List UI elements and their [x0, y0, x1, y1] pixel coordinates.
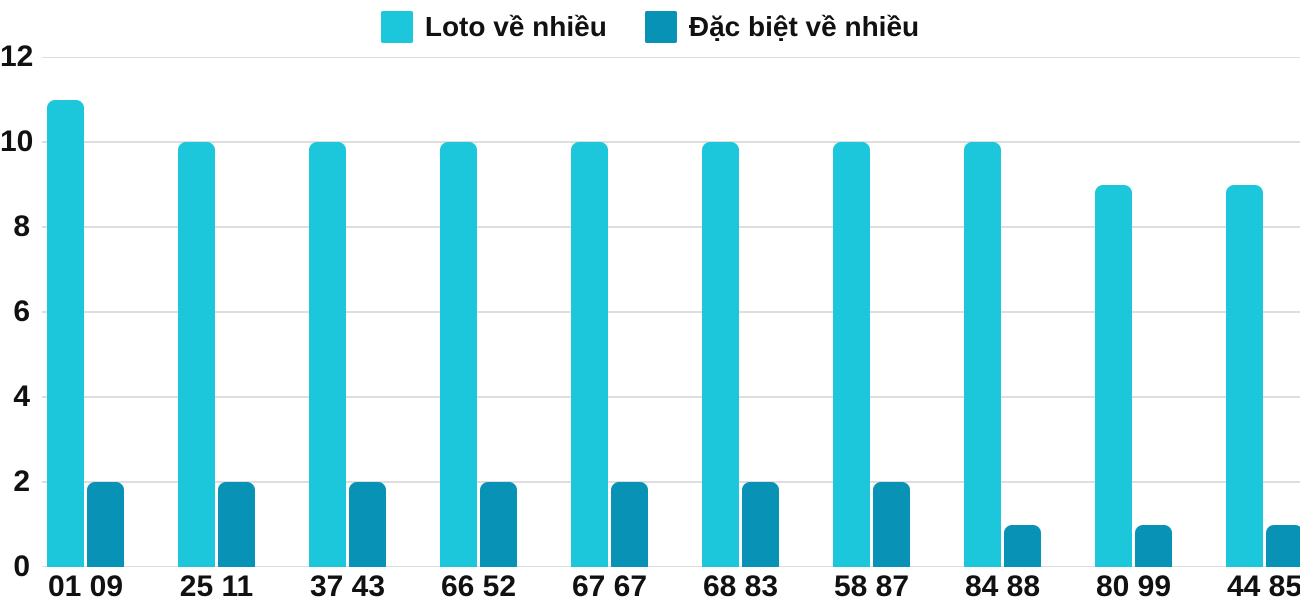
x-axis-label-58-87: 58 87 — [833, 570, 910, 600]
bar-series1-58-87[interactable] — [873, 482, 910, 567]
bar-series0-44-85[interactable] — [1226, 184, 1263, 567]
y-axis-label-2: 2 — [13, 465, 30, 498]
legend-swatch-icon — [644, 11, 677, 43]
bar-series1-84-88[interactable] — [1004, 524, 1041, 567]
y-axis-label-10: 10 — [0, 125, 34, 158]
gridline-y6 — [42, 311, 1300, 313]
legend-label: Loto về nhiều — [424, 11, 607, 42]
bar-series1-37-43[interactable] — [349, 482, 386, 567]
bar-series1-01-09[interactable] — [87, 482, 124, 567]
x-axis-label-44-85: 44 85 — [1226, 570, 1300, 600]
bar-series1-80-99[interactable] — [1135, 524, 1172, 567]
y-axis-label-6: 6 — [13, 295, 30, 328]
x-axis-label-80-99: 80 99 — [1095, 570, 1172, 600]
gridline-y10 — [42, 141, 1300, 143]
legend-item-0[interactable]: Loto về nhiều — [380, 11, 607, 43]
bar-series0-58-87[interactable] — [833, 142, 870, 567]
x-axis-label-37-43: 37 43 — [309, 570, 386, 600]
bar-series1-44-85[interactable] — [1266, 524, 1300, 567]
plot-area — [42, 57, 1300, 567]
x-axis-label-01-09: 01 09 — [47, 570, 124, 600]
bar-series0-84-88[interactable] — [964, 142, 1001, 567]
x-axis-label-66-52: 66 52 — [440, 570, 517, 600]
x-axis-label-67-67: 67 67 — [571, 570, 648, 600]
bar-series1-66-52[interactable] — [480, 482, 517, 567]
bar-series0-37-43[interactable] — [309, 142, 346, 567]
gridline-y0 — [42, 566, 1300, 567]
bar-series0-01-09[interactable] — [47, 99, 84, 567]
gridline-y2 — [42, 481, 1300, 483]
legend-label: Đặc biệt về nhiều — [688, 11, 920, 42]
bar-series0-68-83[interactable] — [702, 142, 739, 567]
y-axis-label-4: 4 — [13, 380, 30, 413]
y-axis-label-12: 12 — [0, 40, 34, 73]
x-axis-label-68-83: 68 83 — [702, 570, 779, 600]
gridline-y4 — [42, 396, 1300, 398]
bar-series1-25-11[interactable] — [218, 482, 255, 567]
bar-series1-67-67[interactable] — [611, 482, 648, 567]
bar-series0-25-11[interactable] — [178, 142, 215, 567]
y-axis-label-8: 8 — [13, 210, 30, 243]
bar-series0-67-67[interactable] — [571, 142, 608, 567]
bar-series0-80-99[interactable] — [1095, 184, 1132, 567]
y-axis-label-0: 0 — [13, 550, 30, 583]
gridline-y12 — [42, 57, 1300, 58]
gridline-y8 — [42, 226, 1300, 228]
x-axis-label-25-11: 25 11 — [179, 570, 254, 600]
legend-item-1[interactable]: Đặc biệt về nhiều — [644, 11, 920, 43]
x-axis-label-84-88: 84 88 — [964, 570, 1041, 600]
bar-series1-68-83[interactable] — [742, 482, 779, 567]
legend-swatch-icon — [380, 11, 413, 43]
bar-series0-66-52[interactable] — [440, 142, 477, 567]
legend: Loto về nhiều Đặc biệt về nhiều — [0, 10, 1300, 44]
